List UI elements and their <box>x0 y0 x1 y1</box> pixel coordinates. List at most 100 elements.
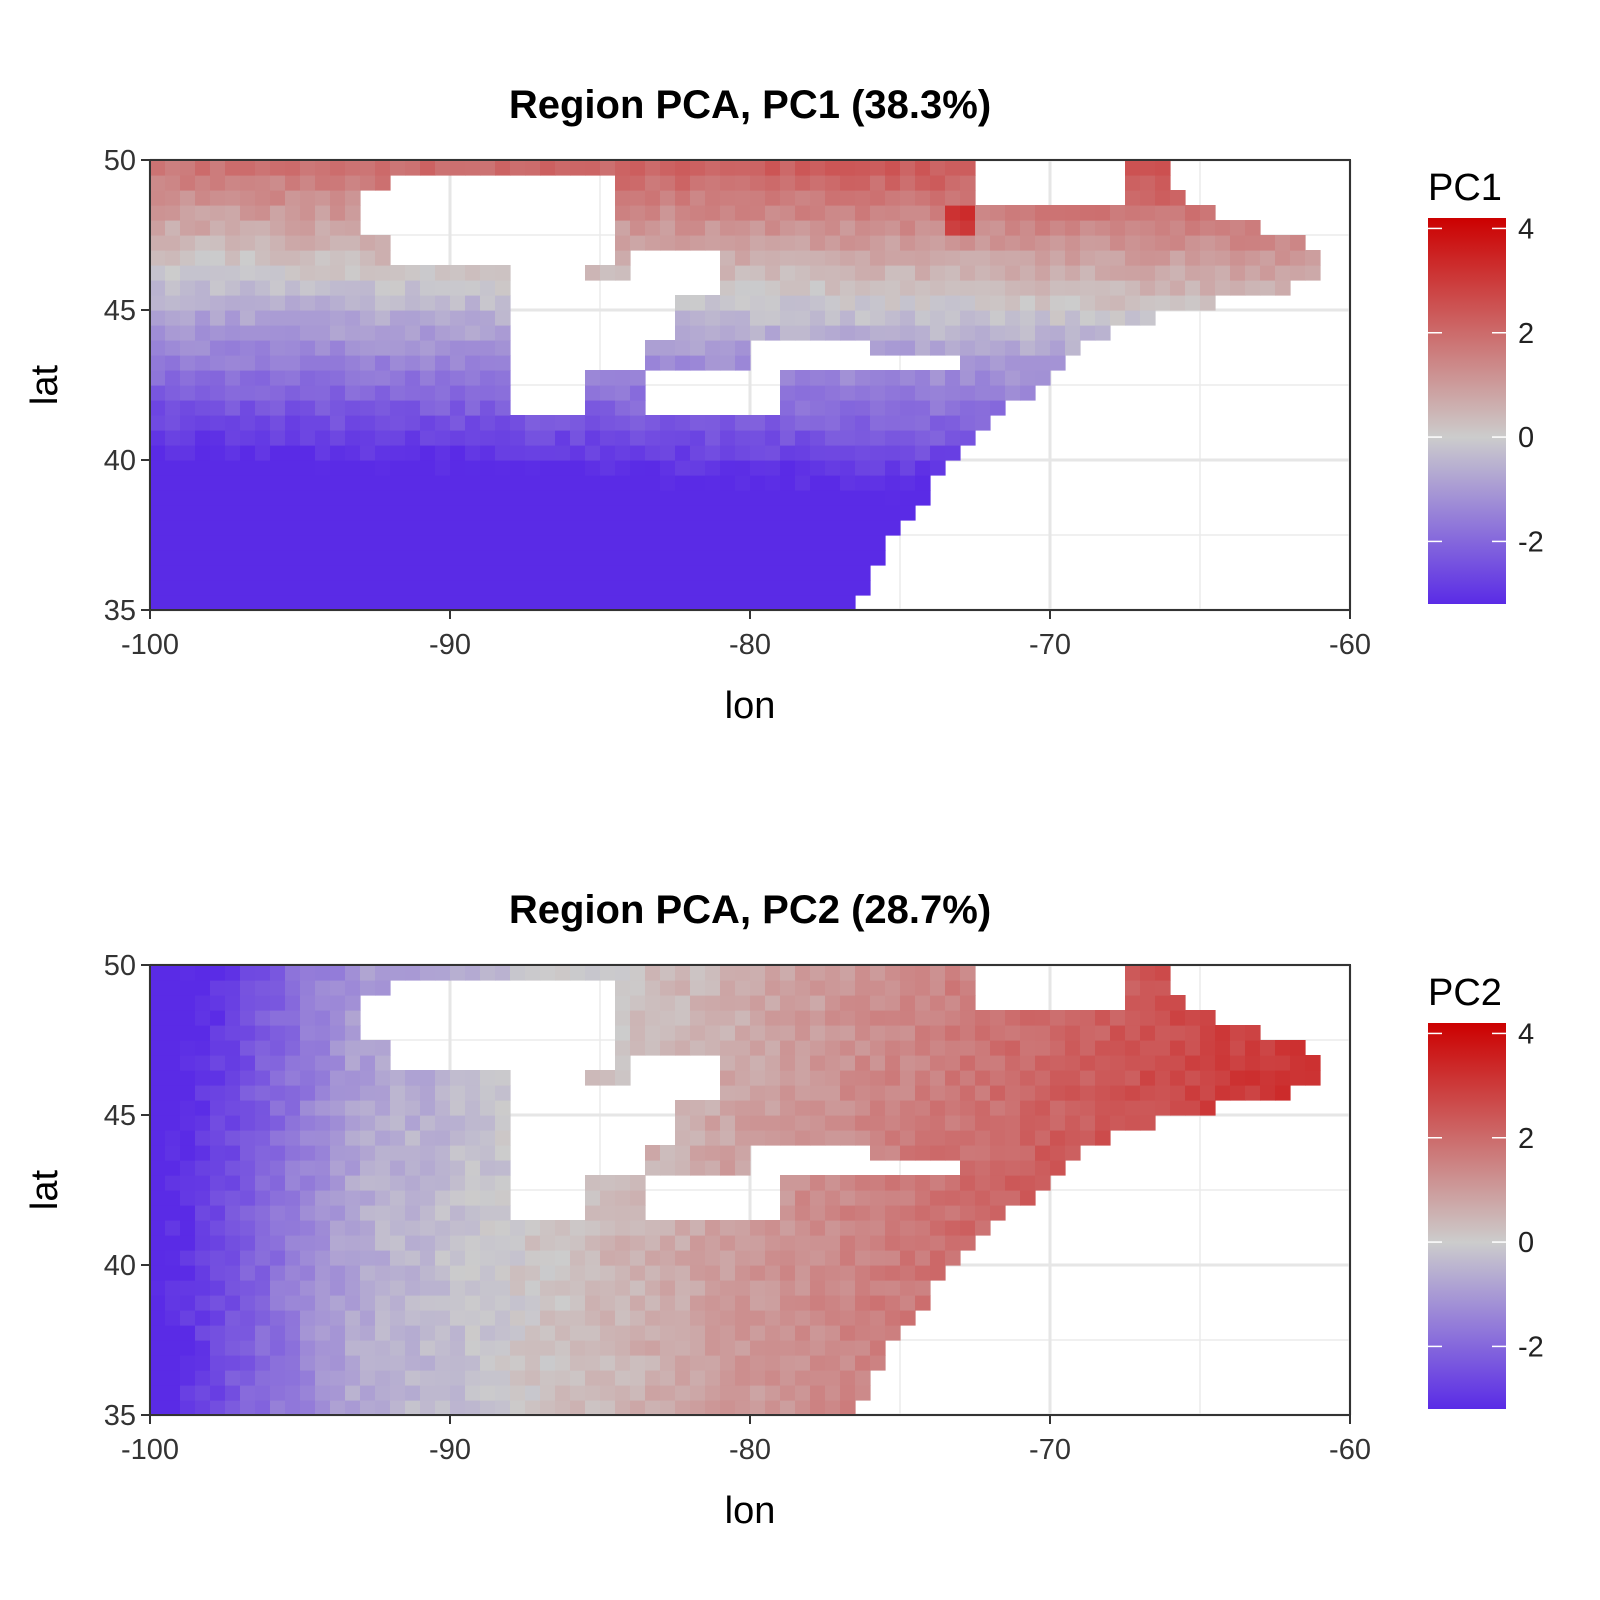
heatmap-cell <box>255 580 271 596</box>
heatmap-cell <box>210 1130 226 1146</box>
heatmap-cell <box>975 1145 991 1161</box>
heatmap-cell <box>975 1175 991 1191</box>
heatmap-cell <box>810 995 826 1011</box>
heatmap-cell <box>165 1175 181 1191</box>
heatmap-cell <box>990 1055 1006 1071</box>
heatmap-cell <box>750 1280 766 1296</box>
heatmap-cell <box>360 1355 376 1371</box>
heatmap-cell <box>750 965 766 981</box>
heatmap-cell <box>825 190 841 206</box>
heatmap-cell <box>1110 1010 1126 1026</box>
heatmap-cell <box>390 340 406 356</box>
heatmap-cell <box>285 310 301 326</box>
heatmap-cell <box>1035 1160 1051 1176</box>
heatmap-cell <box>1155 160 1171 176</box>
heatmap-cell <box>585 1250 601 1266</box>
heatmap-cell <box>690 310 706 326</box>
heatmap-cell <box>345 460 361 476</box>
heatmap-cell <box>975 325 991 341</box>
heatmap-cell <box>870 280 886 296</box>
heatmap-cell <box>900 1010 916 1026</box>
heatmap-cell <box>870 415 886 431</box>
legend-tick-label: 0 <box>1518 1227 1534 1259</box>
heatmap-cell <box>795 325 811 341</box>
x-tick-label: -80 <box>729 629 771 661</box>
heatmap-cell <box>660 355 676 371</box>
heatmap-cell <box>195 995 211 1011</box>
heatmap-cell <box>735 1295 751 1311</box>
heatmap-cell <box>960 400 976 416</box>
heatmap-cell <box>330 460 346 476</box>
heatmap-cell <box>945 190 961 206</box>
heatmap-cell <box>180 370 196 386</box>
heatmap-cell <box>1095 280 1111 296</box>
heatmap-cell <box>765 520 781 536</box>
heatmap-cell <box>480 400 496 416</box>
heatmap-cell <box>915 1070 931 1086</box>
heatmap-cell <box>705 1355 721 1371</box>
heatmap-cell <box>825 1355 841 1371</box>
heatmap-cell <box>705 1145 721 1161</box>
heatmap-cell <box>330 1250 346 1266</box>
heatmap-cell <box>255 1070 271 1086</box>
heatmap-cell <box>615 1040 631 1056</box>
heatmap-cell <box>255 550 271 566</box>
heatmap-cell <box>645 1160 661 1176</box>
heatmap-cell <box>660 1385 676 1401</box>
heatmap-cell <box>300 1010 316 1026</box>
heatmap-cell <box>795 1130 811 1146</box>
heatmap-cell <box>435 265 451 281</box>
heatmap-cell <box>840 400 856 416</box>
heatmap-cell <box>405 1100 421 1116</box>
heatmap-cell <box>180 220 196 236</box>
heatmap-cell <box>285 1310 301 1326</box>
heatmap-cell <box>180 445 196 461</box>
heatmap-cell <box>570 580 586 596</box>
heatmap-cell <box>150 415 166 431</box>
heatmap-cell <box>375 1325 391 1341</box>
heatmap-cell <box>225 1100 241 1116</box>
heatmap-cell <box>225 1130 241 1146</box>
heatmap-cell <box>810 1400 826 1416</box>
heatmap-cell <box>600 385 616 401</box>
heatmap-cell <box>1170 1010 1186 1026</box>
heatmap-cell <box>780 1055 796 1071</box>
heatmap-cell <box>225 490 241 506</box>
heatmap-cell <box>315 325 331 341</box>
heatmap-cell <box>315 1100 331 1116</box>
heatmap-cell <box>225 505 241 521</box>
heatmap-cell <box>360 520 376 536</box>
heatmap-cell <box>885 340 901 356</box>
heatmap-cell <box>210 1385 226 1401</box>
heatmap-cell <box>1065 340 1081 356</box>
heatmap-cell <box>240 1340 256 1356</box>
heatmap-cell <box>315 1085 331 1101</box>
heatmap-cell <box>1245 220 1261 236</box>
heatmap-cell <box>375 1370 391 1386</box>
x-tick-label: -90 <box>429 1434 471 1466</box>
heatmap-cell <box>570 1340 586 1356</box>
heatmap-cell <box>630 1235 646 1251</box>
heatmap-cell <box>735 265 751 281</box>
heatmap-cell <box>945 175 961 191</box>
heatmap-cell <box>1170 205 1186 221</box>
heatmap-cell <box>1260 250 1276 266</box>
heatmap-cell <box>375 965 391 981</box>
heatmap-cell <box>435 1145 451 1161</box>
heatmap-cell <box>285 250 301 266</box>
heatmap-cell <box>405 280 421 296</box>
heatmap-cell <box>435 1340 451 1356</box>
heatmap-cell <box>660 1310 676 1326</box>
heatmap-cell <box>285 1370 301 1386</box>
heatmap-cell <box>1125 220 1141 236</box>
heatmap-cell <box>360 385 376 401</box>
heatmap-cell <box>900 1025 916 1041</box>
heatmap-cell <box>360 1385 376 1401</box>
heatmap-cell <box>975 295 991 311</box>
heatmap-cell <box>375 1100 391 1116</box>
heatmap-cell <box>165 595 181 611</box>
heatmap-cell <box>825 980 841 996</box>
heatmap-cell <box>330 1070 346 1086</box>
heatmap-cell <box>150 1340 166 1356</box>
heatmap-cell <box>960 995 976 1011</box>
